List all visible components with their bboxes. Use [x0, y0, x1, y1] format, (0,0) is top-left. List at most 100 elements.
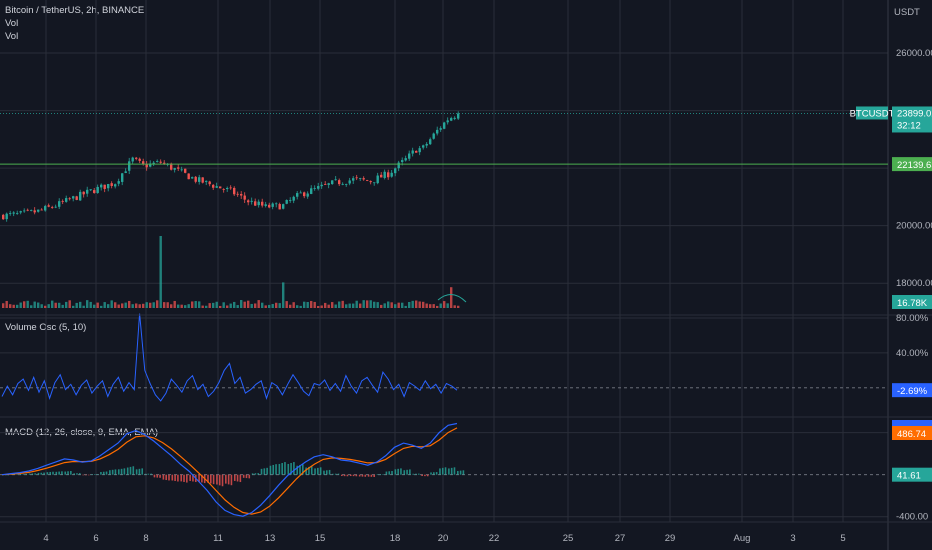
- macd-histogram-bar: [52, 471, 54, 475]
- candle-body: [159, 161, 162, 163]
- candle-body: [187, 173, 190, 180]
- candle-body: [128, 161, 131, 171]
- candle-body: [219, 186, 222, 189]
- chart-title[interactable]: Bitcoin / TetherUS, 2h, BINANCE: [5, 5, 145, 16]
- volume-oscillator: [0, 313, 888, 402]
- macd-histogram-bar: [150, 473, 152, 475]
- macd-histogram-bar: [96, 474, 99, 475]
- hist-value-tag: 41.61: [897, 471, 921, 482]
- macd-histogram-bar: [40, 472, 43, 475]
- candle-body: [313, 188, 316, 189]
- volume-bar: [79, 301, 82, 308]
- candle-body: [324, 184, 327, 185]
- candle-body: [208, 181, 211, 185]
- macd-histogram-bar: [266, 467, 268, 475]
- macd-histogram-bar: [251, 473, 254, 475]
- x-tick-label: 3: [790, 533, 795, 544]
- volume-bar: [9, 304, 12, 308]
- volume-bar: [320, 305, 323, 308]
- macd-histogram-bar: [263, 468, 266, 475]
- macd-pane: [0, 422, 888, 517]
- volume-bar: [390, 302, 393, 308]
- macd-histogram-bar: [287, 463, 290, 475]
- vol-legend-2[interactable]: Vol: [5, 31, 19, 42]
- volume-bar: [453, 305, 456, 308]
- macd-histogram-bar: [177, 474, 179, 482]
- candle-body: [75, 196, 78, 200]
- macd-histogram-bar: [192, 474, 194, 482]
- candle-body: [33, 210, 36, 213]
- macd-histogram-bar: [141, 468, 144, 475]
- volume-bar: [264, 305, 267, 308]
- volume-bar: [310, 300, 313, 308]
- macd-histogram-bar: [165, 474, 167, 481]
- x-tick-label: 13: [265, 533, 276, 544]
- candle-body: [373, 182, 376, 184]
- macd-histogram-bar: [109, 470, 111, 475]
- macd-histogram-bar: [233, 474, 236, 481]
- macd-histogram-bar: [459, 470, 462, 475]
- candle-body: [170, 163, 173, 170]
- volume-bar: [177, 304, 180, 308]
- candle-body: [362, 178, 365, 180]
- macd-histogram-bar: [28, 473, 31, 475]
- candle-body: [40, 209, 43, 211]
- volume-bar: [299, 305, 302, 308]
- candle-body: [240, 194, 243, 196]
- volume-bar: [233, 301, 236, 308]
- macd-histogram-bar: [245, 474, 248, 479]
- macd-histogram-bar: [13, 474, 16, 475]
- macd-histogram-bar: [207, 474, 209, 483]
- macd-histogram-bar: [355, 474, 358, 477]
- volume-bar: [128, 300, 131, 308]
- macd-histogram-bar: [120, 468, 123, 475]
- candle-body: [369, 181, 372, 183]
- volume-bar: [443, 301, 446, 308]
- macd-value-tag: 486.74: [897, 429, 926, 440]
- macd-line: [1, 422, 458, 517]
- candle-body: [250, 200, 253, 202]
- y-tick-label: -400.00: [896, 512, 928, 523]
- macd-histogram-bar: [216, 474, 218, 485]
- volume-bar: [404, 305, 407, 308]
- candle-body: [51, 207, 54, 208]
- macd-histogram-bar: [406, 469, 408, 475]
- candle-body: [299, 192, 302, 194]
- macd-histogram-bar: [31, 473, 34, 475]
- volume-bar: [418, 301, 421, 308]
- volume-bar: [187, 304, 190, 308]
- macd-histogram-bar: [290, 463, 292, 475]
- x-tick-label: 25: [563, 533, 574, 544]
- candle-body: [30, 210, 33, 211]
- volume-bar: [201, 305, 204, 308]
- vol-legend-1[interactable]: Vol: [5, 18, 19, 29]
- volume-bar: [296, 305, 299, 308]
- macd-histogram-bar: [138, 468, 141, 475]
- x-tick-label: 20: [438, 533, 449, 544]
- macd-histogram-bar: [221, 474, 224, 487]
- candle-body: [352, 178, 355, 181]
- volume-bar: [306, 301, 309, 308]
- volume-bar: [229, 303, 232, 308]
- volume-bar: [439, 303, 442, 308]
- macd-histogram-bar: [334, 473, 337, 475]
- candle-body: [380, 174, 383, 178]
- macd-histogram-bar: [352, 474, 355, 477]
- candle-body: [110, 183, 113, 186]
- macd-histogram-bar: [248, 474, 251, 479]
- candle-body: [327, 183, 330, 185]
- macd-histogram-bar: [281, 463, 283, 475]
- candle-body: [271, 203, 274, 207]
- candle-body: [96, 186, 99, 193]
- macd-histogram-bar: [147, 473, 150, 475]
- last-price-tag-countdown: 32:12: [897, 120, 921, 131]
- macd-histogram-bar: [114, 469, 117, 475]
- volume-bar: [436, 305, 439, 308]
- volosc-tag-value: -2.69%: [897, 386, 928, 397]
- macd-histogram-bar: [212, 474, 215, 485]
- macd-histogram-bar: [385, 471, 388, 475]
- candle-body: [114, 184, 117, 187]
- candle-body: [86, 189, 89, 194]
- macd-histogram-bar: [16, 474, 19, 475]
